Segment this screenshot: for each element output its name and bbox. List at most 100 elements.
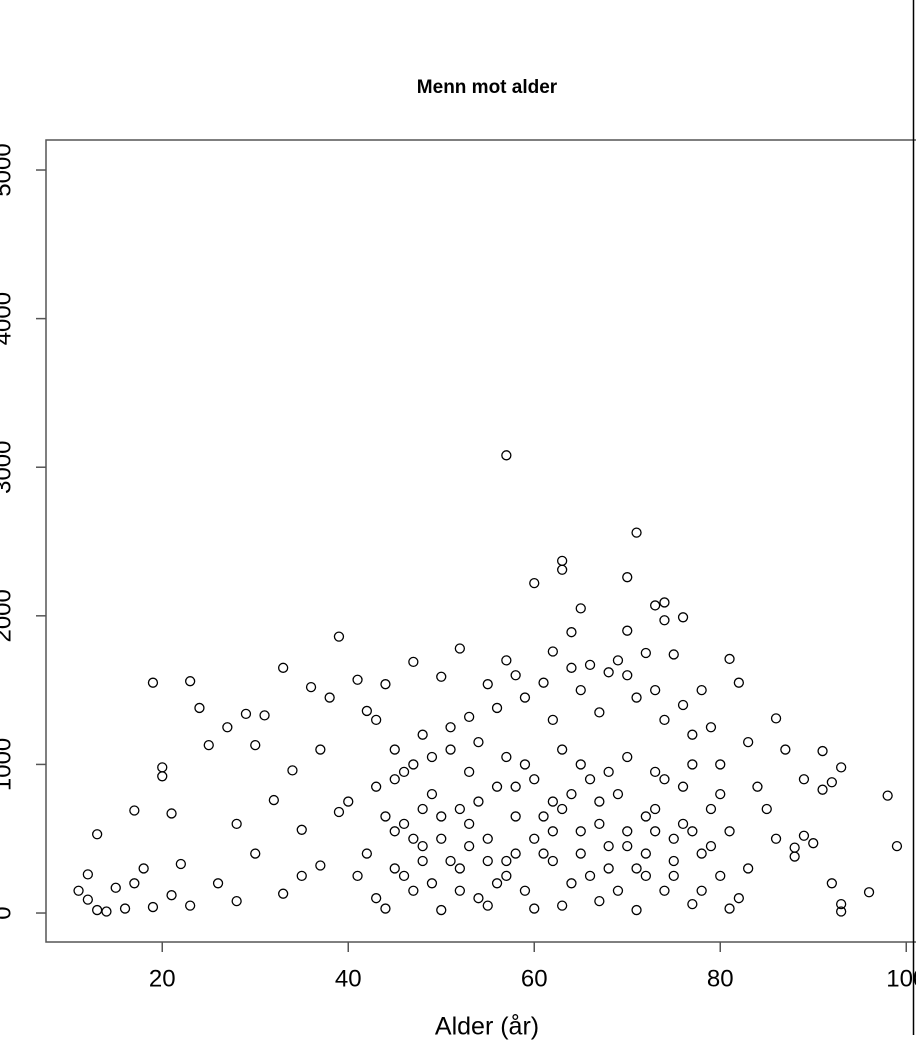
point bbox=[184, 676, 196, 687]
point bbox=[119, 903, 131, 914]
point bbox=[603, 667, 614, 678]
plot-frame bbox=[45, 139, 916, 943]
point bbox=[417, 855, 428, 867]
point bbox=[659, 615, 670, 626]
point bbox=[640, 811, 651, 822]
point bbox=[454, 643, 466, 654]
point bbox=[770, 713, 782, 724]
point bbox=[557, 744, 568, 755]
point bbox=[426, 751, 438, 763]
y-tick-label: 4000 bbox=[0, 292, 16, 345]
point bbox=[538, 811, 549, 822]
point bbox=[622, 625, 633, 636]
point bbox=[594, 818, 605, 830]
point bbox=[501, 870, 512, 882]
point bbox=[82, 894, 93, 905]
point bbox=[408, 885, 419, 896]
point bbox=[408, 833, 419, 844]
point bbox=[594, 707, 605, 718]
point bbox=[631, 527, 642, 538]
point bbox=[557, 564, 568, 575]
point bbox=[370, 714, 382, 725]
point bbox=[696, 885, 707, 896]
point bbox=[603, 766, 614, 778]
point bbox=[575, 848, 586, 859]
point bbox=[724, 903, 735, 914]
point bbox=[277, 662, 289, 673]
point bbox=[417, 729, 428, 740]
point bbox=[594, 796, 605, 807]
point bbox=[296, 870, 307, 882]
point bbox=[677, 781, 689, 792]
point bbox=[529, 833, 540, 844]
point bbox=[780, 744, 791, 755]
point bbox=[798, 830, 810, 841]
point bbox=[705, 722, 717, 733]
point bbox=[324, 692, 335, 703]
point bbox=[696, 848, 707, 859]
point bbox=[752, 781, 763, 792]
point bbox=[510, 848, 521, 859]
point bbox=[73, 885, 84, 896]
point bbox=[389, 744, 400, 755]
point bbox=[547, 855, 558, 867]
point bbox=[482, 833, 493, 844]
point bbox=[389, 774, 400, 785]
point bbox=[436, 671, 447, 682]
point bbox=[622, 826, 633, 837]
point bbox=[240, 708, 252, 720]
point bbox=[482, 900, 493, 911]
point bbox=[92, 829, 103, 840]
point bbox=[175, 858, 187, 870]
point bbox=[575, 603, 586, 614]
point bbox=[705, 803, 717, 815]
point bbox=[622, 751, 633, 763]
point bbox=[166, 808, 177, 819]
point bbox=[138, 863, 149, 874]
point bbox=[733, 893, 744, 904]
point bbox=[101, 906, 112, 917]
point bbox=[650, 803, 661, 815]
point bbox=[361, 848, 373, 859]
point bbox=[398, 766, 410, 778]
point bbox=[426, 788, 438, 800]
point bbox=[408, 656, 419, 668]
point bbox=[798, 774, 810, 785]
point bbox=[417, 841, 428, 852]
point bbox=[473, 796, 484, 807]
point bbox=[733, 677, 744, 688]
point bbox=[222, 722, 233, 733]
point bbox=[315, 860, 326, 871]
point bbox=[584, 774, 596, 785]
point bbox=[566, 627, 577, 638]
point bbox=[631, 904, 642, 916]
point bbox=[463, 766, 475, 778]
point bbox=[743, 863, 754, 874]
point bbox=[650, 600, 661, 611]
point bbox=[454, 803, 466, 815]
point bbox=[863, 887, 875, 898]
point bbox=[650, 766, 661, 778]
point bbox=[510, 811, 521, 822]
point bbox=[166, 890, 177, 901]
point bbox=[566, 662, 577, 673]
point bbox=[529, 577, 540, 589]
point bbox=[194, 702, 205, 714]
point bbox=[296, 824, 307, 835]
point bbox=[789, 851, 800, 862]
point bbox=[82, 869, 93, 880]
point bbox=[333, 631, 345, 642]
point bbox=[445, 722, 456, 733]
point bbox=[743, 736, 754, 748]
x-tick-label: 80 bbox=[707, 965, 734, 992]
point bbox=[436, 833, 447, 844]
point bbox=[622, 841, 633, 852]
point bbox=[677, 612, 689, 623]
point bbox=[519, 885, 531, 896]
y-tick-label: 2000 bbox=[0, 589, 16, 642]
point bbox=[389, 863, 400, 874]
point bbox=[463, 818, 475, 830]
point bbox=[640, 647, 651, 659]
